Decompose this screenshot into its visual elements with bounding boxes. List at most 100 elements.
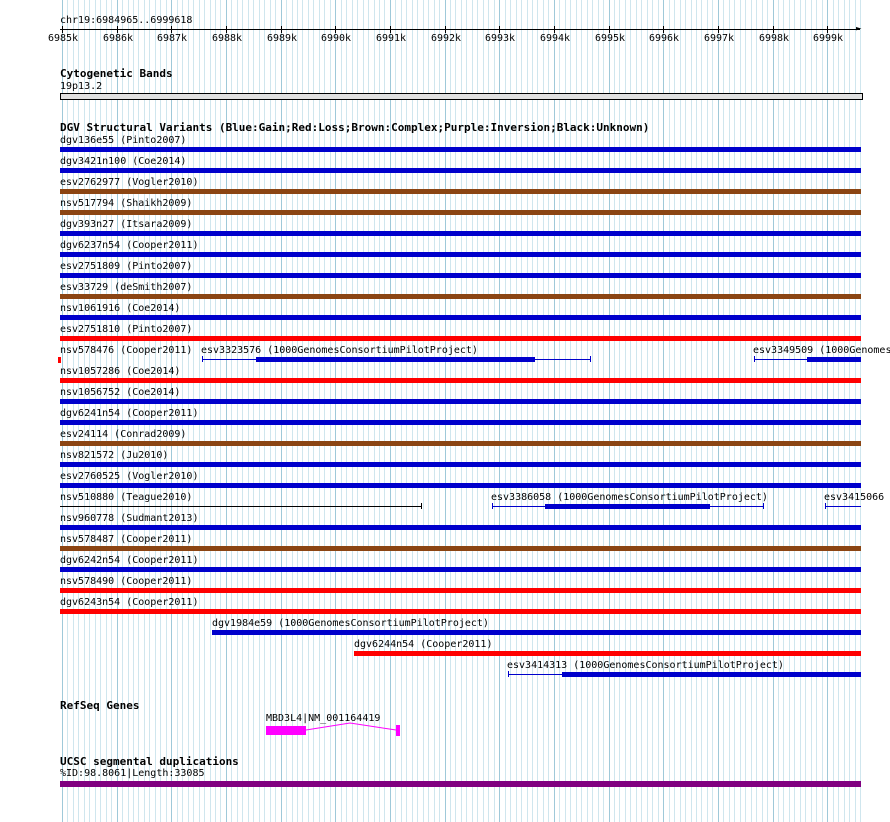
variant-end-cap: [492, 503, 493, 509]
variant-label[interactable]: esv24114 (Conrad2009): [60, 429, 187, 440]
variant-span-line[interactable]: [508, 674, 562, 675]
variant-end-cap: [508, 671, 509, 677]
gene-label[interactable]: MBD3L4|NM_001164419: [266, 713, 381, 724]
cytoband-label[interactable]: 19p13.2: [60, 81, 103, 92]
variant-label[interactable]: dgv6237n54 (Cooper2011): [60, 240, 199, 251]
ruler-tick-label: 6993k: [484, 33, 516, 44]
variant-label[interactable]: esv3349509 (1000Genomes: [753, 345, 890, 356]
variant-label[interactable]: dgv136e55 (Pinto2007): [60, 135, 187, 146]
cytoband-track-title: Cytogenetic Bands: [60, 67, 173, 80]
variant-label[interactable]: nsv1057286 (Coe2014): [60, 366, 181, 377]
variant-label[interactable]: dgv6242n54 (Cooper2011): [60, 555, 199, 566]
cytoband-bar[interactable]: [60, 93, 863, 100]
ruler-arrow-icon: ►: [856, 24, 862, 34]
variant-bar[interactable]: [60, 483, 861, 488]
variant-label[interactable]: nsv1056752 (Coe2014): [60, 387, 181, 398]
variant-end-cap: [763, 503, 764, 509]
variant-label[interactable]: esv2751809 (Pinto2007): [60, 261, 193, 272]
ruler-tick: [609, 26, 610, 33]
ruler-tick-label: 6988k: [211, 33, 243, 44]
variant-label[interactable]: nsv578490 (Cooper2011): [60, 576, 193, 587]
variant-label[interactable]: nsv960778 (Sudmant2013): [60, 513, 199, 524]
variant-span-line[interactable]: [60, 506, 422, 507]
ruler-tick-label: 6998k: [758, 33, 790, 44]
ruler-tick: [773, 26, 774, 33]
variant-bar[interactable]: [60, 294, 861, 299]
variant-bar[interactable]: [60, 378, 861, 383]
ruler-tick: [554, 26, 555, 33]
variant-label[interactable]: dgv6241n54 (Cooper2011): [60, 408, 199, 419]
variant-bar[interactable]: [60, 168, 861, 173]
variant-label[interactable]: dgv3421n100 (Coe2014): [60, 156, 187, 167]
variant-bar[interactable]: [60, 273, 861, 278]
variant-label[interactable]: esv3414313 (1000GenomesConsortiumPilotPr…: [507, 660, 784, 671]
variant-bar[interactable]: [354, 651, 861, 656]
location-label: chr19:6984965..6999618: [60, 15, 193, 26]
variant-label[interactable]: nsv578487 (Cooper2011): [60, 534, 193, 545]
variant-bar[interactable]: [58, 357, 61, 363]
variant-label[interactable]: esv2762977 (Vogler2010): [60, 177, 199, 188]
variant-bar[interactable]: [60, 609, 861, 614]
variant-bar[interactable]: [562, 672, 861, 677]
variant-label[interactable]: nsv578476 (Cooper2011): [60, 345, 193, 356]
variant-label[interactable]: dgv6243n54 (Cooper2011): [60, 597, 199, 608]
variant-label[interactable]: dgv1984e59 (1000GenomesConsortiumPilotPr…: [212, 618, 489, 629]
variant-bar[interactable]: [60, 189, 861, 194]
ruler-tick-label: 6997k: [703, 33, 735, 44]
segdup-bar[interactable]: [60, 781, 861, 787]
variant-label[interactable]: dgv6244n54 (Cooper2011): [354, 639, 493, 650]
ruler-tick-label: 6996k: [648, 33, 680, 44]
variant-bar[interactable]: [256, 357, 535, 362]
variant-bar[interactable]: [60, 588, 861, 593]
variant-label[interactable]: esv2760525 (Vogler2010): [60, 471, 199, 482]
ruler-tick: [117, 26, 118, 33]
variant-label[interactable]: esv3386058 (1000GenomesConsortiumPilotPr…: [491, 492, 768, 503]
variant-bar[interactable]: [807, 357, 861, 362]
variant-label[interactable]: dgv393n27 (Itsara2009): [60, 219, 193, 230]
ruler-tick: [171, 26, 172, 33]
variant-label[interactable]: nsv510880 (Teague2010): [60, 492, 193, 503]
variant-bar[interactable]: [212, 630, 861, 635]
variant-end-cap: [825, 503, 826, 509]
segdup-track-title: UCSC segmental duplications: [60, 755, 239, 768]
variant-label[interactable]: esv3323576 (1000GenomesConsortiumPilotPr…: [201, 345, 478, 356]
ruler-tick: [499, 26, 500, 33]
variant-label[interactable]: esv3415066: [824, 492, 885, 503]
ruler-tick: [718, 26, 719, 33]
variant-bar[interactable]: [60, 147, 861, 152]
gene-structure[interactable]: [260, 720, 410, 740]
segdup-label[interactable]: %ID:98.8061|Length:33085: [60, 768, 205, 779]
variant-label[interactable]: nsv1061916 (Coe2014): [60, 303, 181, 314]
variant-bar[interactable]: [60, 567, 861, 572]
variant-bar[interactable]: [60, 315, 861, 320]
variant-bar[interactable]: [60, 441, 861, 446]
ruler-tick-label: 6986k: [102, 33, 134, 44]
variant-bar[interactable]: [60, 399, 861, 404]
variant-label[interactable]: esv33729 (deSmith2007): [60, 282, 193, 293]
variant-bar[interactable]: [60, 525, 861, 530]
variant-bar[interactable]: [60, 420, 861, 425]
variant-bar[interactable]: [60, 462, 861, 467]
ruler-tick-label: 6994k: [539, 33, 571, 44]
ruler-line: [60, 29, 860, 30]
ruler-tick-label: 6989k: [266, 33, 298, 44]
ruler-tick: [663, 26, 664, 33]
variant-label[interactable]: esv2751810 (Pinto2007): [60, 324, 193, 335]
variant-span-line[interactable]: [825, 506, 861, 507]
variant-bar[interactable]: [60, 546, 861, 551]
variant-bar[interactable]: [545, 504, 710, 509]
variant-label[interactable]: nsv821572 (Ju2010): [60, 450, 169, 461]
ruler-tick: [62, 26, 63, 33]
variant-end-cap: [590, 356, 591, 362]
variant-bar[interactable]: [60, 231, 861, 236]
variant-bar[interactable]: [60, 252, 861, 257]
variant-end-cap: [754, 356, 755, 362]
variant-bar[interactable]: [60, 210, 861, 215]
ruler-tick: [390, 26, 391, 33]
variant-bar[interactable]: [60, 336, 861, 341]
ruler-tick: [335, 26, 336, 33]
ruler-tick: [445, 26, 446, 33]
variant-end-cap: [202, 356, 203, 362]
variant-label[interactable]: nsv517794 (Shaikh2009): [60, 198, 193, 209]
